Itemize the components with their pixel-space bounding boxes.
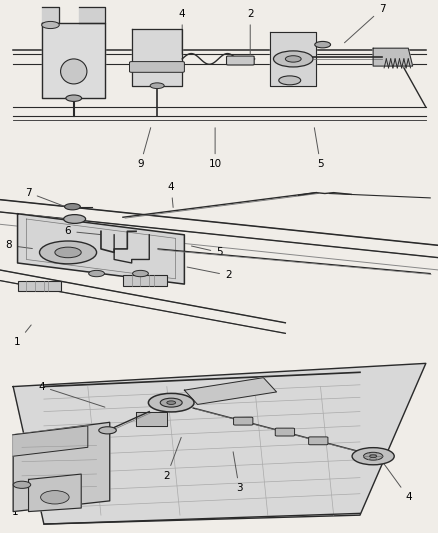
Text: 2: 2 xyxy=(163,438,181,481)
Polygon shape xyxy=(13,426,88,456)
Circle shape xyxy=(66,95,81,101)
Polygon shape xyxy=(42,23,105,98)
Circle shape xyxy=(99,427,116,434)
Text: 2: 2 xyxy=(187,267,231,280)
Text: 6: 6 xyxy=(64,227,100,236)
Polygon shape xyxy=(184,378,276,405)
Polygon shape xyxy=(131,29,182,86)
FancyBboxPatch shape xyxy=(308,437,327,445)
Polygon shape xyxy=(13,364,425,524)
Polygon shape xyxy=(42,7,59,23)
Circle shape xyxy=(351,448,393,465)
FancyBboxPatch shape xyxy=(275,428,294,436)
Circle shape xyxy=(278,76,300,85)
FancyBboxPatch shape xyxy=(233,417,252,425)
Circle shape xyxy=(132,270,148,277)
Circle shape xyxy=(150,83,164,88)
Circle shape xyxy=(160,398,182,407)
FancyBboxPatch shape xyxy=(123,275,166,286)
Circle shape xyxy=(148,393,194,412)
Circle shape xyxy=(166,401,175,405)
Circle shape xyxy=(369,455,376,458)
FancyBboxPatch shape xyxy=(129,62,184,72)
FancyBboxPatch shape xyxy=(226,56,254,65)
Text: 1: 1 xyxy=(14,325,31,347)
Polygon shape xyxy=(13,422,110,512)
Polygon shape xyxy=(18,214,184,284)
Text: 4: 4 xyxy=(381,461,411,502)
Text: 5: 5 xyxy=(314,128,323,169)
FancyBboxPatch shape xyxy=(18,280,61,291)
Text: 5: 5 xyxy=(191,246,223,257)
Text: 4: 4 xyxy=(178,9,185,54)
Polygon shape xyxy=(269,32,315,86)
Circle shape xyxy=(285,56,300,62)
Circle shape xyxy=(88,270,104,277)
Polygon shape xyxy=(372,48,412,66)
Circle shape xyxy=(363,453,382,460)
Text: 9: 9 xyxy=(137,128,150,169)
Circle shape xyxy=(314,42,330,48)
Circle shape xyxy=(39,241,96,264)
Circle shape xyxy=(42,21,59,29)
Text: 7: 7 xyxy=(25,188,72,209)
Circle shape xyxy=(64,215,85,223)
Text: 2: 2 xyxy=(246,9,253,54)
Ellipse shape xyxy=(60,59,87,84)
Text: 8: 8 xyxy=(5,240,32,251)
Ellipse shape xyxy=(40,490,69,504)
Text: 3: 3 xyxy=(233,452,242,494)
Circle shape xyxy=(55,247,81,258)
Text: 7: 7 xyxy=(344,4,385,43)
Polygon shape xyxy=(136,411,166,426)
Text: 1: 1 xyxy=(12,478,40,516)
Circle shape xyxy=(273,51,312,67)
Circle shape xyxy=(13,481,31,488)
Text: 10: 10 xyxy=(208,128,221,169)
Circle shape xyxy=(64,204,80,210)
Text: 4: 4 xyxy=(167,182,174,207)
Polygon shape xyxy=(28,474,81,512)
Polygon shape xyxy=(79,7,105,23)
Text: 4: 4 xyxy=(38,382,105,407)
